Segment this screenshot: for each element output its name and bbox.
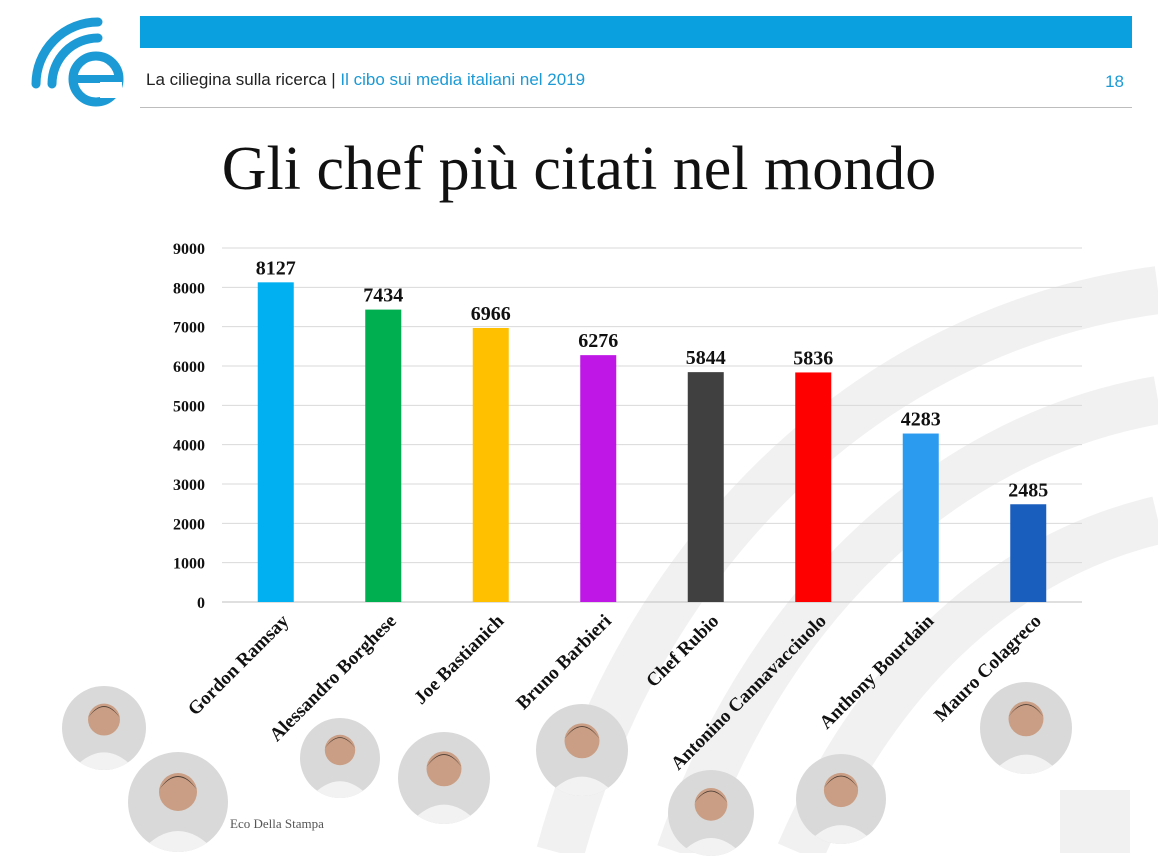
page-title: Gli chef più citati nel mondo [221,135,937,203]
brand-text: La ciliegina sulla ricerca [146,70,327,89]
header-bar [140,16,1132,48]
chef-photo [128,752,228,852]
y-tick-label: 5000 [173,398,205,415]
source-label: Eco Della Stampa [230,816,324,831]
chef-portrait-icon [536,704,628,796]
bar [580,355,617,602]
chef-portrait-icon [300,718,380,798]
data-label: 8127 [256,257,296,279]
data-label: 5836 [793,347,833,369]
chef-portrait-icon [62,686,146,770]
header-subtitle: La ciliegina sulla ricerca | Il cibo sui… [146,70,585,90]
bar [365,309,402,602]
data-label: 6276 [578,330,618,352]
x-tick-label: Joe Bastianich [410,610,508,708]
y-tick-label: 1000 [173,556,205,573]
y-tick-label: 9000 [173,241,205,258]
data-label: 6966 [471,303,511,325]
data-label: 7434 [363,285,403,307]
y-tick-label: 0 [197,595,205,612]
separator: | [326,70,341,89]
chef-photo [398,732,490,824]
bar [795,372,832,602]
page-number: 18 [1105,72,1124,91]
y-tick-label: 3000 [173,477,205,494]
chef-portrait-icon [796,754,886,844]
x-tick-label: Anthony Bourdain [816,610,939,733]
x-tick-label: Chef Rubio [642,611,723,692]
report-title: Il cibo sui media italiani nel 2019 [340,70,586,89]
chef-photo [300,718,380,798]
data-label: 4283 [901,409,941,431]
data-label: 5844 [686,347,726,369]
y-tick-label: 2000 [173,516,205,533]
eco-della-stampa-logo-icon [31,17,124,107]
data-label: 2485 [1008,479,1048,501]
bar [1010,504,1047,602]
bar [687,372,724,602]
chef-portrait-icon [980,682,1072,774]
bar [902,433,939,602]
chef-photo [668,770,754,856]
chef-photo [536,704,628,796]
y-tick-label: 6000 [173,359,205,376]
x-tick-label: Bruno Barbieri [512,611,615,714]
bar [472,328,509,602]
chef-portrait-icon [128,752,228,852]
chef-portrait-icon [398,732,490,824]
header-divider [140,107,1132,108]
chef-photo [796,754,886,844]
chef-portrait-icon [668,770,754,856]
chef-photo [980,682,1072,774]
chef-photo [62,686,146,770]
y-tick-label: 7000 [173,320,205,337]
y-tick-label: 8000 [173,280,205,297]
bar [257,282,294,602]
x-tick-label: Gordon Ramsay [184,610,294,720]
y-tick-label: 4000 [173,438,205,455]
